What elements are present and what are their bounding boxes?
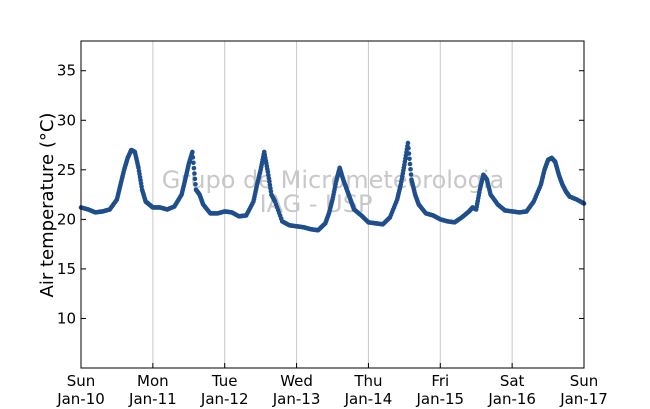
plot-frame <box>80 40 585 369</box>
x-tick-label-day-4: Thu <box>353 372 382 390</box>
data-point-interp-22-1 <box>190 155 196 160</box>
x-axis-ticks: SunJan-10MonJan-11TueJan-12WedJan-13ThuJ… <box>56 363 608 408</box>
x-tick-label-date-3: Jan-13 <box>272 390 321 408</box>
x-tick-label-day-5: Fri <box>431 372 449 390</box>
x-tick-label-day-6: Sat <box>500 372 525 390</box>
y-axis-ticks: 10 15 20 25 30 35 <box>57 62 584 327</box>
x-tick-label-date-5: Jan-15 <box>415 390 464 408</box>
x-tick-label-day-3: Wed <box>280 372 313 390</box>
data-point-interp-62-6 <box>408 172 414 177</box>
data-point-interp-62-5 <box>408 166 413 172</box>
data-point-interp-22-3 <box>191 165 197 171</box>
data-point-interp-22-2 <box>191 160 196 166</box>
data-point-22 <box>190 149 195 155</box>
data-point-interp-62-2 <box>406 151 412 156</box>
x-tick-label-date-4: Jan-14 <box>344 390 393 408</box>
data-point-interp-22-5 <box>192 176 198 182</box>
data-points <box>78 140 587 233</box>
y-tick-label-3: 25 <box>57 161 76 179</box>
x-tick-label-day-2: Tue <box>211 372 238 390</box>
x-tick-label-date-6: Jan-16 <box>487 390 536 408</box>
y-tick-label-5: 35 <box>57 62 76 80</box>
y-tick-label-2: 20 <box>57 210 76 228</box>
data-point-interp-22-4 <box>192 171 197 176</box>
x-tick-label-date-2: Jan-12 <box>200 390 249 408</box>
data-point-interp-22-6 <box>193 181 198 187</box>
data-point-interp-62-4 <box>407 161 413 167</box>
y-tick-label-4: 30 <box>57 111 76 129</box>
x-tick-label-date-7: Jan-17 <box>559 390 608 408</box>
data-point-interp-62-3 <box>407 156 412 162</box>
data-point-interp-62-1 <box>406 146 411 151</box>
vertical-gridlines <box>152 41 513 368</box>
x-tick-label-day-1: Mon <box>137 372 169 390</box>
y-tick-label-0: 10 <box>57 309 76 327</box>
x-tick-label-date-0: Jan-10 <box>56 390 105 408</box>
y-tick-label-1: 15 <box>57 260 76 278</box>
data-point-62 <box>405 140 411 146</box>
x-tick-label-day-7: Sun <box>570 372 599 390</box>
x-tick-label-day-0: Sun <box>67 372 96 390</box>
y-axis-title: Air temperature (°C) <box>37 113 58 298</box>
x-tick-label-date-1: Jan-11 <box>128 390 177 408</box>
